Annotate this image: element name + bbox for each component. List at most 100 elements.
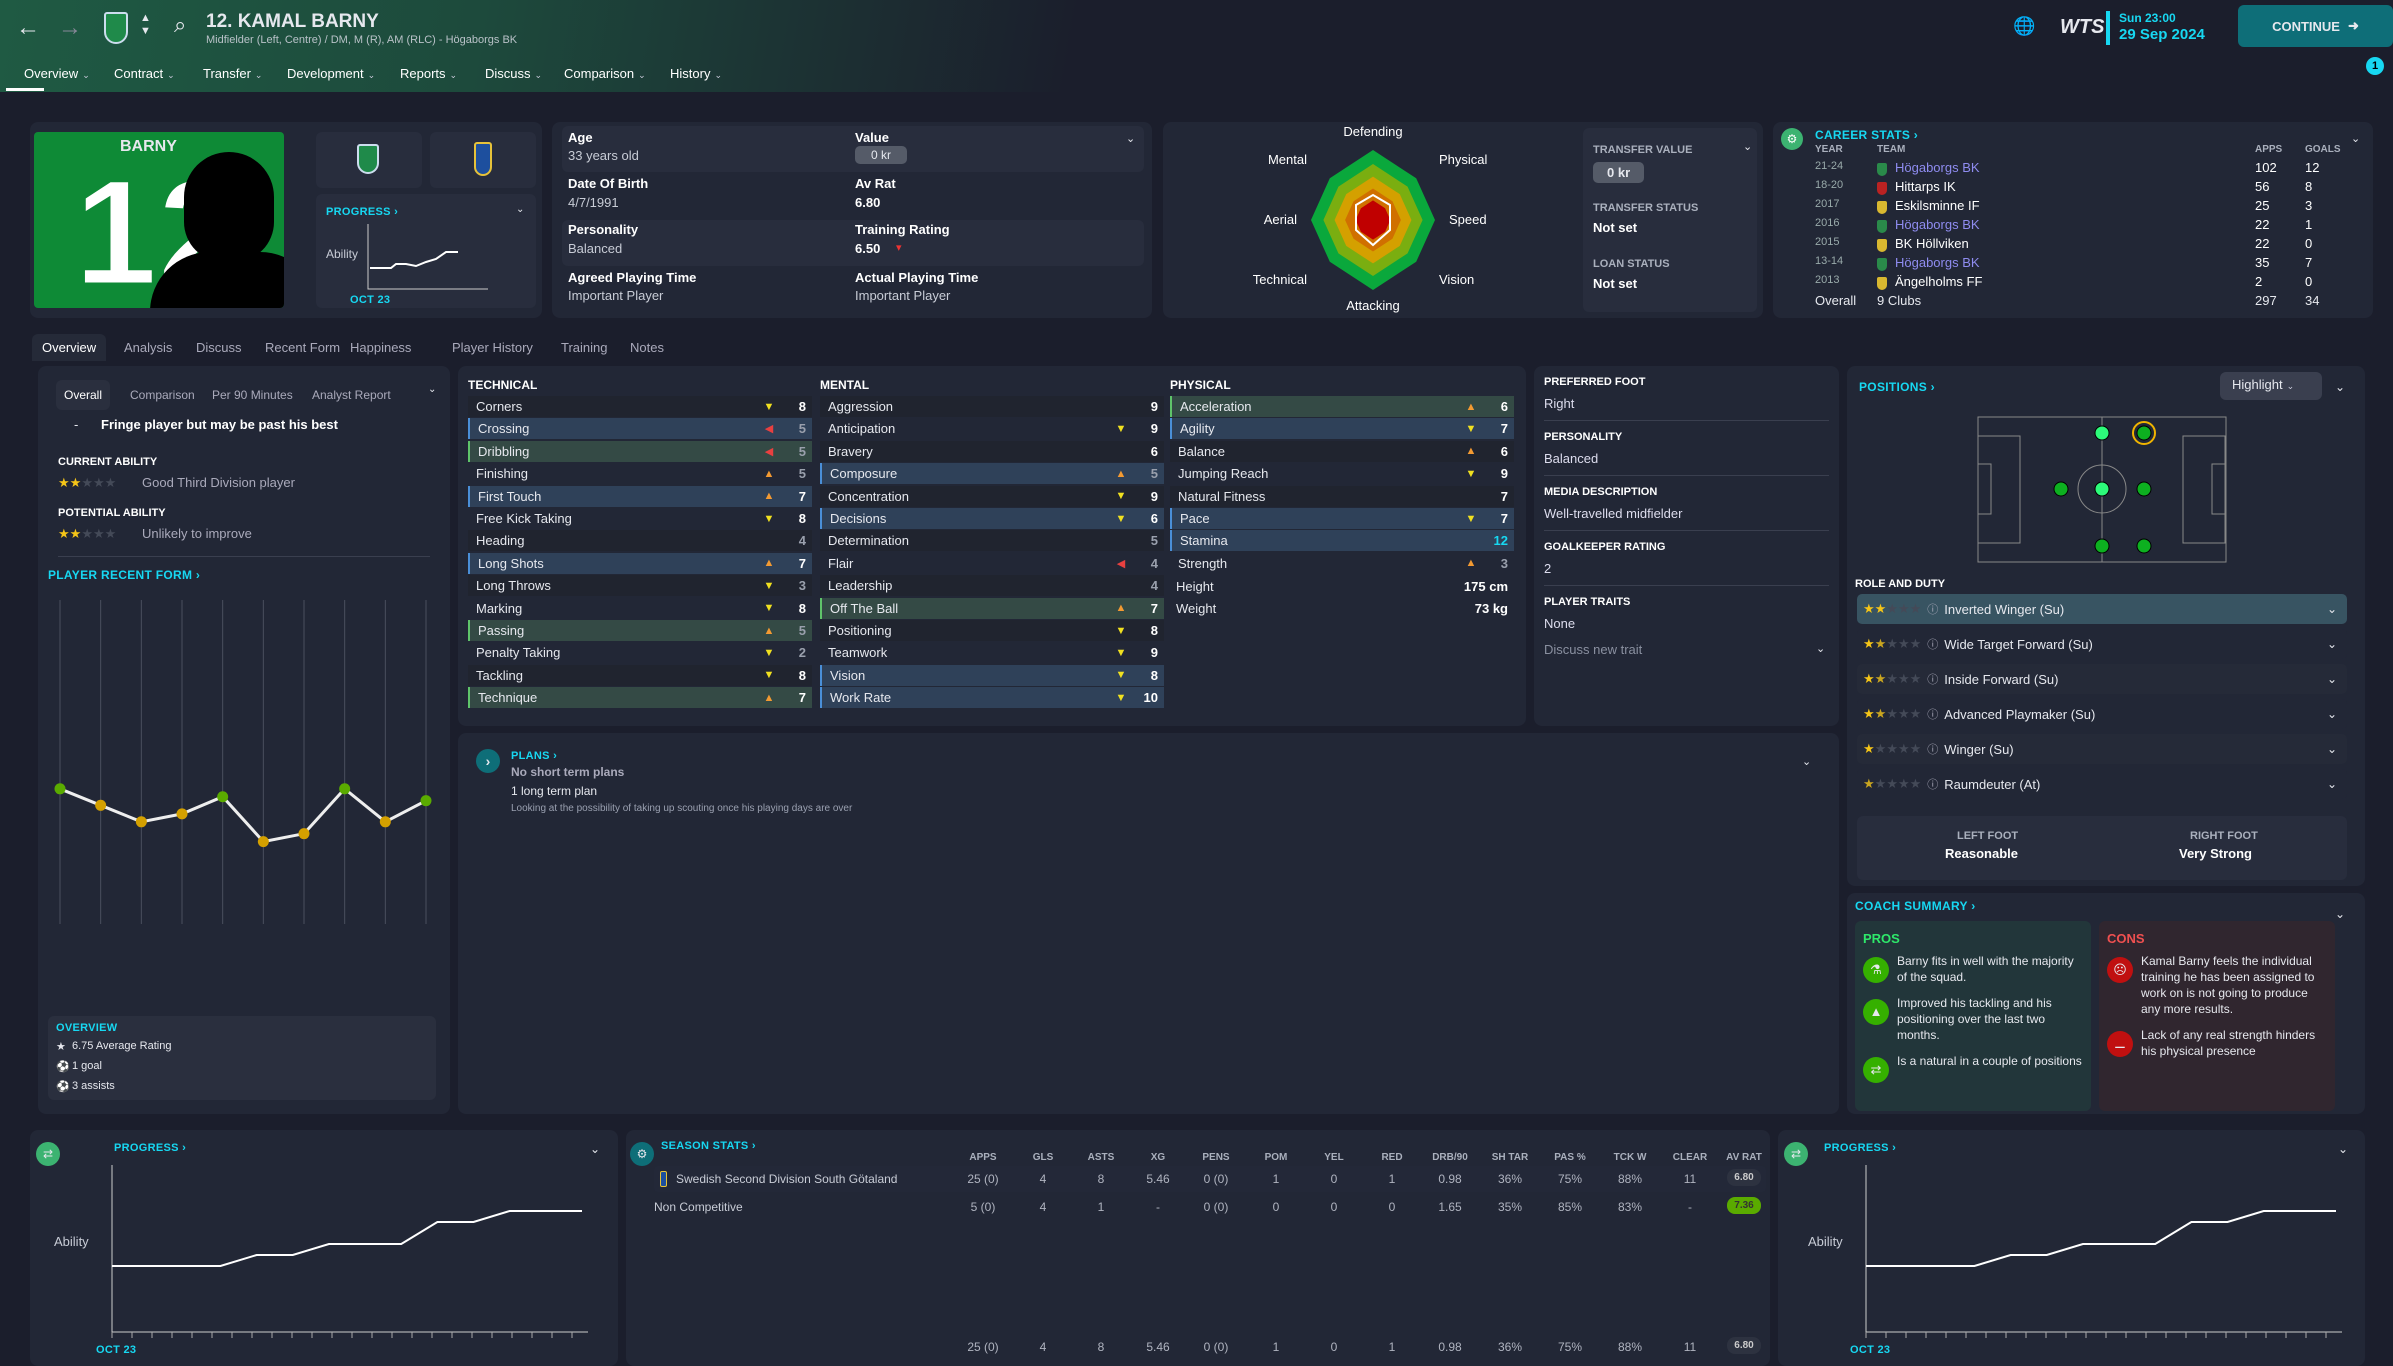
attribute-row[interactable]: Pace ▼ 7 (1170, 508, 1514, 529)
attribute-row[interactable]: Anticipation ▼ 9 (820, 418, 1164, 439)
left-tab-analyst-report[interactable]: Analyst Report (312, 388, 391, 402)
progress-title[interactable]: PROGRESS › (1824, 1142, 1897, 1154)
career-team[interactable]: BK Höllviken (1895, 236, 1969, 251)
progress-title[interactable]: PROGRESS › (326, 206, 399, 218)
club-badge-tile[interactable] (316, 132, 422, 188)
nation-badge-tile[interactable] (430, 132, 536, 188)
attribute-row[interactable]: Work Rate ▼ 10 (820, 687, 1164, 709)
nav-history[interactable]: History ⌄ (670, 66, 722, 81)
attribute-row[interactable]: Leadership 4 (820, 575, 1164, 597)
info-icon[interactable]: ⓘ (1927, 639, 1939, 651)
attribute-row[interactable]: Long Shots ▲ 7 (468, 552, 812, 574)
attribute-row[interactable]: Heading 4 (468, 530, 812, 552)
attribute-row[interactable]: Bravery 6 (820, 440, 1164, 462)
position-dot[interactable] (2136, 538, 2152, 554)
form-point[interactable] (257, 836, 269, 848)
chevron-down-icon[interactable]: ⌄ (2326, 602, 2337, 616)
attribute-row[interactable]: Marking ▼ 8 (468, 598, 812, 619)
form-point[interactable] (420, 795, 432, 807)
attribute-row[interactable]: Determination 5 (820, 530, 1164, 552)
career-team[interactable]: Högaborgs BK (1895, 160, 1980, 175)
role-row[interactable]: ★★★★★ ⓘ Inside Forward (Su) ⌄ (1857, 664, 2347, 694)
subtab-happiness[interactable]: Happiness (350, 340, 412, 355)
chevron-down-icon[interactable]: ⌄ (2326, 742, 2337, 756)
info-icon[interactable]: ⓘ (1927, 674, 1939, 686)
career-team[interactable]: Hittarps IK (1895, 179, 1956, 194)
forward-arrow-icon[interactable]: → (58, 14, 82, 41)
info-icon[interactable]: ⓘ (1927, 709, 1939, 721)
coach-summary-title[interactable]: COACH SUMMARY › (1855, 899, 1976, 913)
chevron-down-icon[interactable]: ⌄ (2335, 907, 2346, 921)
career-title[interactable]: CAREER STATS › (1815, 128, 1919, 142)
info-icon[interactable]: ⓘ (1927, 744, 1939, 756)
attribute-row[interactable]: Passing ▲ 5 (468, 620, 812, 641)
chevron-down-icon[interactable]: ⌄ (2335, 380, 2346, 394)
attribute-row[interactable]: Jumping Reach ▼ 9 (1170, 463, 1514, 484)
subtab-notes[interactable]: Notes (630, 340, 664, 355)
recent-form-title[interactable]: PLAYER RECENT FORM › (48, 568, 201, 582)
position-dot[interactable] (2094, 538, 2110, 554)
role-row[interactable]: ★★★★★ ⓘ Inverted Winger (Su) ⌄ (1857, 594, 2347, 624)
switch-player-icon[interactable]: ▲ ▼ (140, 12, 151, 37)
attribute-row[interactable]: Positioning ▼ 8 (820, 620, 1164, 641)
career-row[interactable]: 2017 Eskilsminne IF 25 3 (1815, 198, 2345, 217)
subtab-player-history[interactable]: Player History (452, 340, 533, 355)
role-row[interactable]: ★★★★★ ⓘ Wide Target Forward (Su) ⌄ (1857, 629, 2347, 659)
globe-icon[interactable]: 🌐 (2013, 16, 2036, 36)
nav-transfer[interactable]: Transfer ⌄ (203, 66, 262, 81)
season-row[interactable]: Swedish Second Division South Götaland 25… (654, 1166, 1766, 1192)
subtab-analysis[interactable]: Analysis (124, 340, 173, 355)
subtab-recent-form[interactable]: Recent Form (265, 340, 341, 355)
attribute-row[interactable]: Long Throws ▼ 3 (468, 575, 812, 597)
form-point[interactable] (54, 783, 66, 795)
attribute-row[interactable]: Free Kick Taking ▼ 8 (468, 508, 812, 529)
attribute-row[interactable]: Tackling ▼ 8 (468, 664, 812, 686)
back-arrow-icon[interactable]: ← (16, 14, 40, 41)
club-badge-icon[interactable] (104, 12, 128, 44)
attribute-row[interactable]: Off The Ball ▲ 7 (820, 597, 1164, 619)
career-row[interactable]: 21-24 Högaborgs BK 102 12 (1815, 160, 2345, 179)
info-icon[interactable]: ⓘ (1927, 779, 1939, 791)
attribute-row[interactable]: Acceleration ▲ 6 (1170, 396, 1514, 417)
attribute-row[interactable]: Penalty Taking ▼ 2 (468, 642, 812, 663)
attribute-row[interactable]: Finishing ▲ 5 (468, 463, 812, 484)
positions-title[interactable]: POSITIONS › (1859, 380, 1935, 394)
position-dot[interactable] (2094, 425, 2110, 441)
nav-reports[interactable]: Reports ⌄ (400, 66, 457, 81)
continue-button[interactable]: CONTINUE ➜ (2238, 5, 2393, 47)
role-row[interactable]: ★★★★★ ⓘ Raumdeuter (At) ⌄ (1857, 769, 2347, 799)
career-team[interactable]: Högaborgs BK (1895, 217, 1980, 232)
attribute-row[interactable]: Composure ▲ 5 (820, 463, 1164, 485)
highlight-dropdown[interactable]: Highlight ⌄ (2220, 372, 2322, 400)
attribute-row[interactable]: Decisions ▼ 6 (820, 508, 1164, 529)
nav-overview[interactable]: Overview ⌄ (24, 66, 90, 81)
chevron-down-icon[interactable]: ⌄ (1816, 643, 1826, 655)
career-row[interactable]: 2015 BK Höllviken 22 0 (1815, 236, 2345, 255)
chevron-down-icon[interactable]: ⌄ (428, 384, 437, 395)
chevron-down-icon[interactable]: ⌄ (2338, 1142, 2349, 1156)
nav-development[interactable]: Development ⌄ (287, 66, 375, 81)
chevron-down-icon[interactable]: ⌄ (2326, 672, 2337, 686)
position-dot[interactable] (2136, 425, 2152, 441)
chevron-down-icon[interactable]: ⌄ (1802, 756, 1812, 768)
attribute-row[interactable]: Balance ▲ 6 (1170, 440, 1514, 462)
form-point[interactable] (339, 783, 351, 795)
chevron-down-icon[interactable]: ⌄ (590, 1142, 601, 1156)
progress-title[interactable]: PROGRESS › (114, 1142, 187, 1154)
subtab-discuss[interactable]: Discuss (196, 340, 242, 355)
attribute-row[interactable]: Natural Fitness 7 (1170, 485, 1514, 507)
subtab-training[interactable]: Training (561, 340, 608, 355)
position-dot[interactable] (2136, 481, 2152, 497)
role-row[interactable]: ★★★★★ ⓘ Winger (Su) ⌄ (1857, 734, 2347, 764)
chevron-down-icon[interactable]: ⌄ (1126, 133, 1136, 145)
attribute-row[interactable]: Dribbling ◀ 5 (468, 440, 812, 462)
career-row[interactable]: 18-20 Hittarps IK 56 8 (1815, 179, 2345, 198)
attribute-row[interactable]: Stamina 12 (1170, 530, 1514, 552)
left-tab-per-90-minutes[interactable]: Per 90 Minutes (212, 388, 293, 402)
notification-badge[interactable]: 1 (2366, 57, 2384, 75)
form-point[interactable] (379, 816, 391, 828)
season-row[interactable]: Non Competitive 5 (0) 4 1 - 0 (0) 0 0 0 1.65 35% 85… (654, 1194, 1766, 1220)
left-tab-overall[interactable]: Overall (56, 380, 111, 410)
season-title[interactable]: SEASON STATS › (661, 1140, 756, 1152)
chevron-down-icon[interactable]: ⌄ (2326, 637, 2337, 651)
